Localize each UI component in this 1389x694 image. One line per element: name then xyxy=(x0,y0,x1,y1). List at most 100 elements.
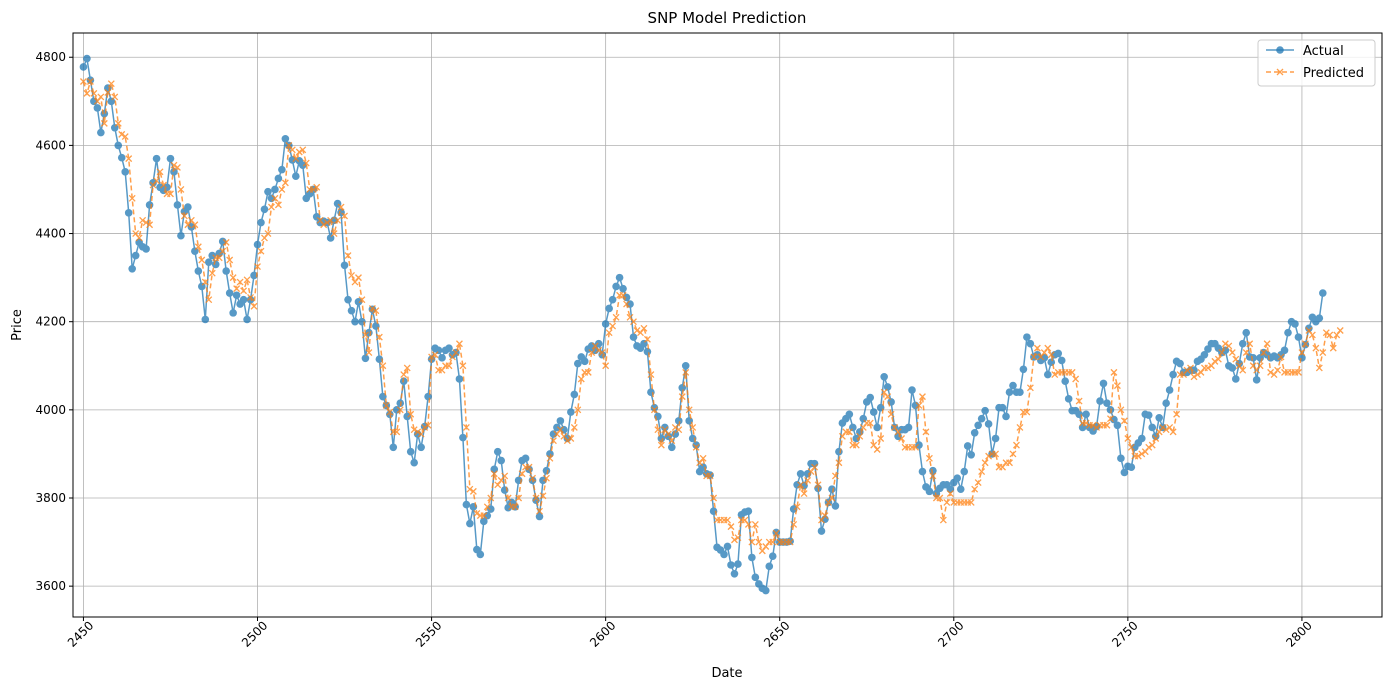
data-point-actual xyxy=(1235,359,1244,368)
data-point-predicted xyxy=(1183,366,1191,374)
data-point-predicted xyxy=(243,276,251,284)
data-point-actual xyxy=(1165,386,1174,394)
data-point-actual xyxy=(351,317,359,326)
data-point-actual xyxy=(678,384,687,392)
data-point-predicted xyxy=(1180,371,1188,379)
data-point-predicted xyxy=(762,543,770,550)
data-point-predicted xyxy=(261,234,268,242)
data-point-actual xyxy=(657,434,666,443)
data-point-actual xyxy=(883,383,892,391)
x-tick-label: 2600 xyxy=(587,618,618,649)
data-point-actual xyxy=(222,267,230,275)
data-point-actual xyxy=(1148,423,1157,432)
data-point-predicted xyxy=(769,538,777,546)
data-point-predicted xyxy=(1263,340,1271,348)
y-tick-label: 4800 xyxy=(35,50,66,64)
data-point-predicted xyxy=(323,219,331,226)
data-point-predicted xyxy=(800,490,808,498)
data-point-predicted xyxy=(180,212,188,220)
series-line-predicted xyxy=(82,78,1341,553)
data-point-actual xyxy=(166,154,175,163)
legend-marker-actual xyxy=(1276,46,1284,54)
data-point-predicted xyxy=(1093,424,1100,431)
data-point-actual xyxy=(998,403,1007,412)
data-point-predicted xyxy=(1242,349,1250,357)
data-point-predicted xyxy=(368,305,376,312)
data-point-predicted xyxy=(1072,375,1080,383)
y-tick-label: 4200 xyxy=(35,315,66,329)
data-point-actual xyxy=(664,432,673,441)
x-tick-label: 2550 xyxy=(413,618,444,649)
data-point-actual xyxy=(734,560,742,568)
data-point-actual xyxy=(1162,399,1170,408)
data-point-predicted xyxy=(358,296,366,304)
data-point-predicted xyxy=(337,203,345,211)
data-point-actual xyxy=(991,434,1000,443)
data-point-predicted xyxy=(1235,362,1243,370)
data-point-predicted xyxy=(1270,371,1278,379)
data-point-actual xyxy=(869,408,878,416)
data-point-actual xyxy=(1064,395,1073,403)
data-point-predicted xyxy=(222,238,230,246)
data-point-predicted xyxy=(633,327,641,334)
chart-title: SNP Model Prediction xyxy=(648,9,807,27)
data-point-predicted xyxy=(925,454,933,462)
data-point-actual xyxy=(298,161,307,170)
data-point-predicted xyxy=(100,119,108,127)
data-point-actual xyxy=(194,267,203,275)
data-point-predicted xyxy=(918,393,926,401)
data-point-predicted xyxy=(595,346,603,354)
data-point-actual xyxy=(1113,421,1122,430)
x-tick-label: 2650 xyxy=(761,618,792,649)
data-point-predicted xyxy=(111,93,119,101)
data-point-predicted xyxy=(647,371,655,379)
data-point-predicted xyxy=(466,485,474,493)
data-point-predicted xyxy=(375,333,383,341)
data-point-actual xyxy=(204,258,213,266)
chart-legend: Actual Predicted xyxy=(1257,39,1376,87)
data-point-actual xyxy=(243,315,251,324)
data-point-predicted xyxy=(946,490,954,498)
data-point-actual xyxy=(1054,349,1063,358)
data-point-predicted xyxy=(654,426,662,434)
data-point-predicted xyxy=(532,494,540,502)
data-point-predicted xyxy=(438,366,446,374)
data-point-predicted xyxy=(236,278,244,286)
data-point-predicted xyxy=(281,179,289,187)
data-point-actual xyxy=(149,179,157,187)
data-point-actual xyxy=(1144,411,1153,419)
data-point-predicted xyxy=(449,353,456,361)
data-point-actual xyxy=(915,441,923,449)
data-point-predicted xyxy=(1040,349,1048,357)
data-point-actual xyxy=(326,234,335,242)
data-point-predicted xyxy=(83,89,91,97)
data-point-actual xyxy=(567,408,575,416)
data-point-predicted xyxy=(160,181,167,189)
data-point-actual xyxy=(789,505,798,513)
data-point-predicted xyxy=(741,516,749,524)
data-point-predicted xyxy=(497,476,505,484)
data-point-predicted xyxy=(1298,349,1306,357)
data-point-predicted xyxy=(299,146,307,154)
data-point-predicted xyxy=(1089,421,1097,429)
data-point-predicted xyxy=(971,485,979,493)
data-point-predicted xyxy=(1173,410,1181,418)
data-point-predicted xyxy=(1232,355,1240,363)
data-point-predicted xyxy=(675,426,683,434)
data-point-predicted xyxy=(153,177,161,185)
data-point-predicted xyxy=(929,472,937,480)
data-point-actual xyxy=(1249,354,1257,362)
data-point-predicted xyxy=(344,252,352,260)
data-point-actual xyxy=(908,386,916,394)
data-point-actual xyxy=(1082,410,1090,419)
data-point-actual xyxy=(208,251,217,260)
data-point-predicted xyxy=(1082,419,1090,427)
data-point-actual xyxy=(974,421,982,430)
data-point-predicted xyxy=(278,186,286,193)
data-point-actual xyxy=(177,231,185,240)
data-point-predicted xyxy=(428,353,436,361)
data-point-predicted xyxy=(295,148,303,156)
data-point-predicted xyxy=(1012,441,1020,449)
data-point-actual xyxy=(466,519,474,528)
